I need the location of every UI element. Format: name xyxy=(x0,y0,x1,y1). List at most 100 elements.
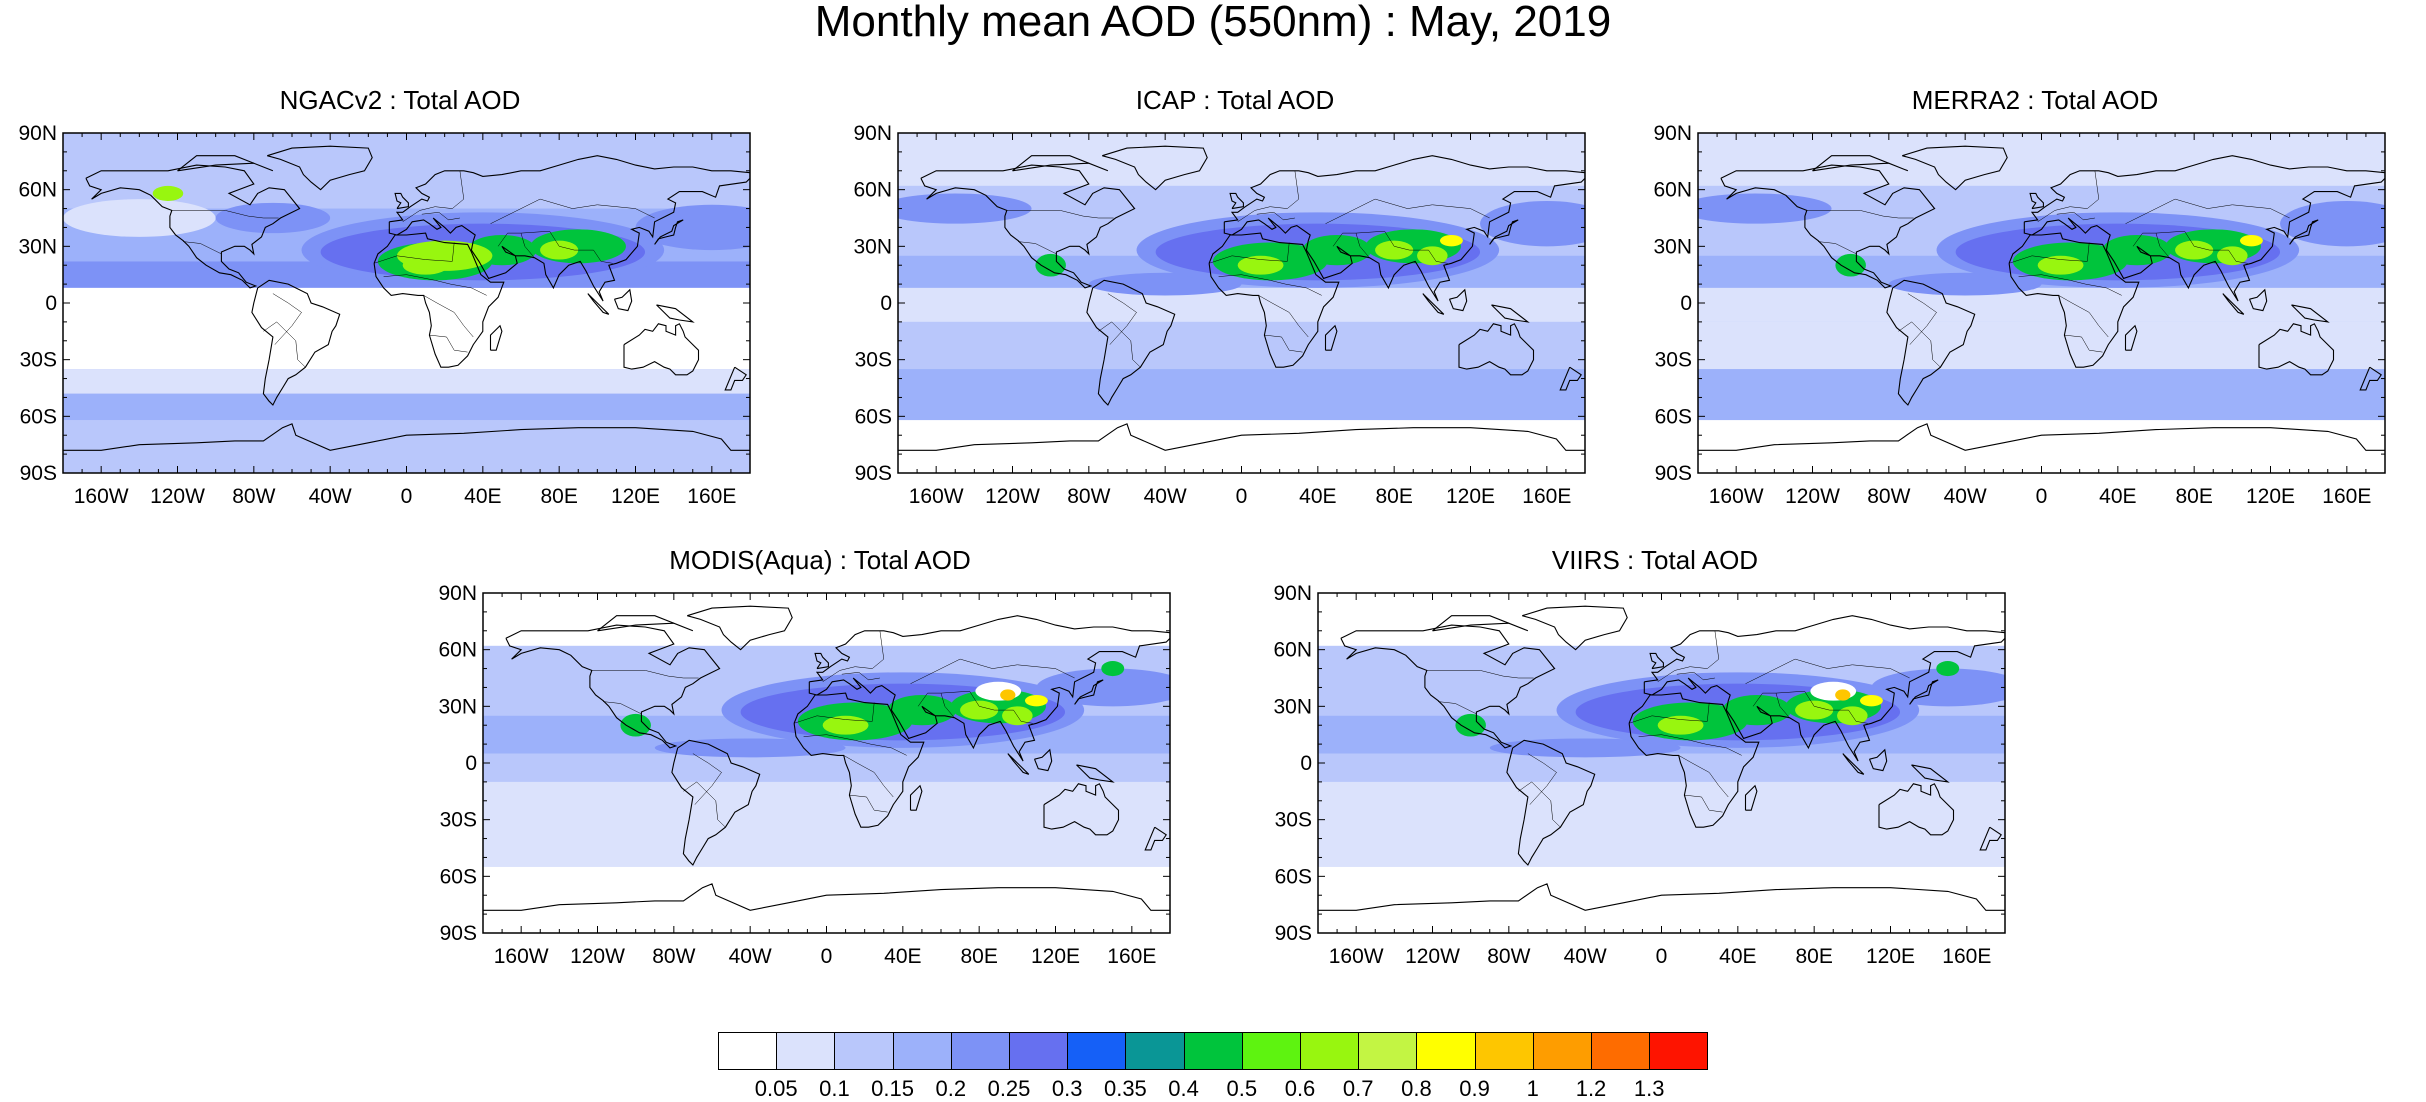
asia-borders xyxy=(2125,198,2290,224)
lat-label: 30S xyxy=(855,349,892,372)
us-mexico-border xyxy=(1018,241,1057,255)
panel-title: VIIRS : Total AOD xyxy=(1551,545,1759,575)
indonesia-coastline xyxy=(1842,753,1865,775)
madagascar-coastline xyxy=(1744,784,1758,811)
eurasia-coastline xyxy=(808,615,1170,762)
lat-label: 30N xyxy=(853,235,892,258)
south-america-coastline xyxy=(671,739,761,866)
lat-label: 30S xyxy=(1275,809,1312,832)
colorbar-swatch xyxy=(1649,1032,1709,1070)
us-mexico-border xyxy=(1438,701,1477,715)
asia-borders-3 xyxy=(1332,232,1370,258)
south-america-borders xyxy=(1098,321,1141,368)
asia-borders-3 xyxy=(917,692,955,718)
colorbar-swatch xyxy=(1532,1032,1592,1070)
us-mexico-border xyxy=(1818,241,1857,255)
australia-coastline xyxy=(1043,783,1120,836)
axis-ticks xyxy=(897,132,1586,474)
aod-plume-core xyxy=(1657,715,1704,735)
japan-coastline xyxy=(1909,679,1939,705)
aod-plume-core xyxy=(960,700,999,720)
greenland-coastline xyxy=(1522,605,1628,651)
lon-label: 120W xyxy=(985,485,1040,508)
africa-borders-4 xyxy=(1264,334,1303,353)
indonesia-coastline xyxy=(2222,293,2245,315)
new-guinea-coastline xyxy=(1911,764,1950,783)
europe-borders xyxy=(1237,170,1300,223)
britain-coastline xyxy=(2029,192,2044,210)
colorbar-swatch xyxy=(834,1032,894,1070)
colorbar-swatch xyxy=(1067,1032,1127,1070)
asia-borders-2 xyxy=(1355,230,1448,264)
asia-borders xyxy=(490,198,655,224)
indonesia-coastline xyxy=(1422,293,1445,315)
africa-coastline xyxy=(2008,232,2140,368)
aod-plume-core xyxy=(2102,235,2172,266)
aod-band-southern-ocean xyxy=(1698,369,2385,421)
madagascar-coastline xyxy=(489,324,503,351)
africa-borders-2 xyxy=(383,274,487,296)
antarctica-coastline xyxy=(1698,423,2385,451)
lon-label: 120W xyxy=(570,945,625,968)
europe-borders-2 xyxy=(1256,212,1295,221)
borneo-coastline xyxy=(2248,288,2268,312)
africa-borders-3 xyxy=(1258,295,1309,338)
north-america-coastline xyxy=(1340,624,1556,749)
africa-borders-4 xyxy=(849,794,888,813)
colorbar-swatch xyxy=(1183,1032,1243,1070)
africa-borders xyxy=(1629,702,1710,724)
lat-label: 90N xyxy=(853,122,892,145)
lat-label: 30N xyxy=(1273,695,1312,718)
lat-label: 30S xyxy=(20,349,57,372)
panel-title: MERRA2 : Total AOD xyxy=(1911,85,2159,115)
colorbar-label: 1.2 xyxy=(1575,1076,1607,1101)
lon-label: 120E xyxy=(1446,485,1495,508)
borneo-coastline xyxy=(613,288,633,312)
lon-label: 120W xyxy=(150,485,205,508)
north-america-coastline xyxy=(920,164,1136,289)
aod-plume-core xyxy=(1000,689,1016,701)
lon-label: 160W xyxy=(1709,485,1764,508)
colorbar-label: 1.3 xyxy=(1633,1076,1665,1101)
australia-coastline xyxy=(1458,323,1535,376)
lat-label: 60S xyxy=(855,405,892,428)
africa-borders-2 xyxy=(803,734,907,756)
lon-label: 120W xyxy=(1785,485,1840,508)
panel-title: MODIS(Aqua) : Total AOD xyxy=(669,545,971,575)
aod-band-antarctic xyxy=(1698,420,2385,473)
lat-label: 0 xyxy=(1680,292,1692,315)
lon-label: 160E xyxy=(2322,485,2371,508)
aod-band-south-ocean xyxy=(483,781,1170,867)
aod-blob xyxy=(63,199,216,237)
lon-label: 40E xyxy=(884,945,921,968)
lat-label: 30N xyxy=(1653,235,1692,258)
lon-label: 40W xyxy=(729,945,772,968)
colorbar-label: 0.4 xyxy=(1168,1076,1199,1101)
map-plot: 90N 60N 30N 0 30S 60S 90S 160W 120W 80W 40W 0 40E 80E… xyxy=(438,582,1171,968)
borneo-coastline xyxy=(1033,748,1053,772)
lat-label: 90S xyxy=(855,462,892,485)
panel-title: NGACv2 : Total AOD xyxy=(279,85,521,115)
greenland-coastline xyxy=(267,145,373,191)
aod-band-south-midlat xyxy=(63,369,750,394)
new-guinea-coastline xyxy=(656,304,695,323)
lon-label: 120E xyxy=(2246,485,2295,508)
africa-borders-2 xyxy=(2018,274,2122,296)
colorbar-swatch xyxy=(1358,1032,1418,1070)
asia-borders-2 xyxy=(2155,230,2248,264)
aod-blob xyxy=(2280,201,2385,247)
lat-label: 90S xyxy=(1275,922,1312,945)
lon-label: 120E xyxy=(1031,945,1080,968)
aod-plume-core xyxy=(1439,235,1463,247)
lon-label: 80E xyxy=(960,945,997,968)
africa-borders xyxy=(1209,242,1290,264)
colorbar-label: 0.2 xyxy=(935,1076,967,1101)
lon-label: 40W xyxy=(1144,485,1187,508)
lon-label: 160W xyxy=(909,485,964,508)
aod-band-arctic xyxy=(1698,133,2385,186)
antarctica-coastline xyxy=(898,423,1585,451)
asia-borders xyxy=(1325,198,1490,224)
asia-borders-2 xyxy=(940,690,1033,724)
aod-blob xyxy=(1698,193,1832,224)
colorbar-swatch xyxy=(776,1032,836,1070)
